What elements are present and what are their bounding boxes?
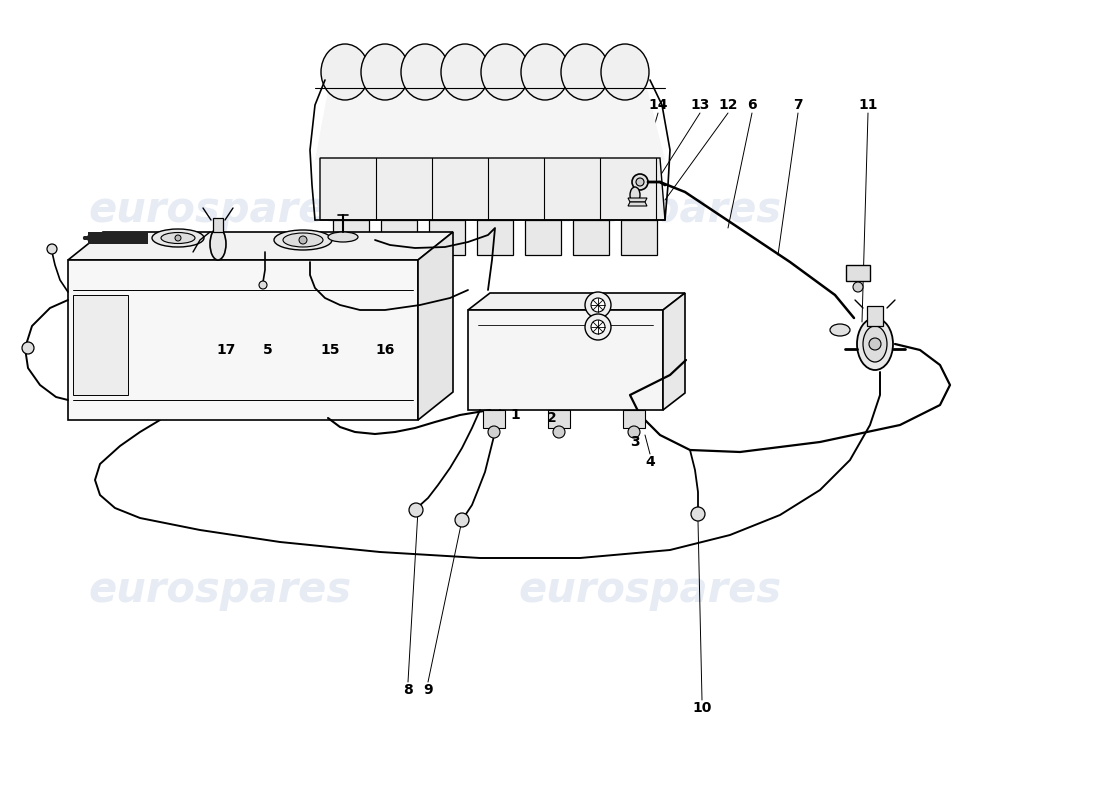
Polygon shape xyxy=(477,220,513,255)
Circle shape xyxy=(553,426,565,438)
Ellipse shape xyxy=(630,187,640,203)
Ellipse shape xyxy=(402,44,449,100)
Polygon shape xyxy=(315,80,666,160)
Text: 16: 16 xyxy=(375,343,395,357)
Polygon shape xyxy=(320,158,666,220)
Ellipse shape xyxy=(152,229,204,247)
Circle shape xyxy=(852,282,864,292)
Text: 17: 17 xyxy=(217,343,235,357)
Polygon shape xyxy=(623,410,645,428)
Circle shape xyxy=(175,235,182,241)
Text: 6: 6 xyxy=(747,98,757,112)
Bar xyxy=(867,306,883,326)
Bar xyxy=(213,218,223,232)
Ellipse shape xyxy=(161,233,195,243)
Polygon shape xyxy=(525,220,561,255)
Ellipse shape xyxy=(857,318,893,370)
Bar xyxy=(846,265,870,281)
Ellipse shape xyxy=(585,314,611,340)
Circle shape xyxy=(47,244,57,254)
Text: 10: 10 xyxy=(692,701,712,715)
Text: 3: 3 xyxy=(630,435,640,449)
Polygon shape xyxy=(333,220,369,255)
Text: 1: 1 xyxy=(510,408,520,422)
Polygon shape xyxy=(468,293,685,310)
Ellipse shape xyxy=(864,326,887,362)
Polygon shape xyxy=(418,232,453,420)
Circle shape xyxy=(632,174,648,190)
Circle shape xyxy=(691,507,705,521)
Ellipse shape xyxy=(521,44,569,100)
Ellipse shape xyxy=(210,228,225,260)
Ellipse shape xyxy=(361,44,409,100)
Text: 2: 2 xyxy=(547,411,557,425)
Bar xyxy=(73,295,128,395)
Text: 13: 13 xyxy=(691,98,710,112)
Ellipse shape xyxy=(321,44,368,100)
Ellipse shape xyxy=(591,320,605,334)
Text: 15: 15 xyxy=(320,343,340,357)
Polygon shape xyxy=(68,232,453,260)
Circle shape xyxy=(869,338,881,350)
Text: 7: 7 xyxy=(793,98,803,112)
Polygon shape xyxy=(628,198,647,202)
Polygon shape xyxy=(548,410,570,428)
Circle shape xyxy=(628,426,640,438)
Text: 11: 11 xyxy=(858,98,878,112)
Ellipse shape xyxy=(591,298,605,312)
Circle shape xyxy=(258,281,267,289)
Polygon shape xyxy=(483,410,505,428)
Text: 9: 9 xyxy=(424,683,432,697)
Polygon shape xyxy=(68,260,418,420)
Text: eurospares: eurospares xyxy=(88,189,352,231)
Text: 14: 14 xyxy=(648,98,668,112)
Text: 8: 8 xyxy=(403,683,412,697)
Polygon shape xyxy=(88,232,148,244)
Ellipse shape xyxy=(441,44,490,100)
Polygon shape xyxy=(621,220,657,255)
Ellipse shape xyxy=(601,44,649,100)
Ellipse shape xyxy=(585,292,611,318)
Ellipse shape xyxy=(283,233,323,247)
Polygon shape xyxy=(468,310,663,410)
Circle shape xyxy=(299,236,307,244)
Circle shape xyxy=(488,426,501,438)
Circle shape xyxy=(409,503,424,517)
Polygon shape xyxy=(381,220,417,255)
Circle shape xyxy=(22,342,34,354)
Polygon shape xyxy=(628,202,647,206)
Text: 12: 12 xyxy=(718,98,738,112)
Ellipse shape xyxy=(481,44,529,100)
Text: 4: 4 xyxy=(645,455,654,469)
Polygon shape xyxy=(573,220,609,255)
Text: 5: 5 xyxy=(263,343,273,357)
Polygon shape xyxy=(429,220,465,255)
Ellipse shape xyxy=(561,44,609,100)
Text: eurospares: eurospares xyxy=(518,569,782,611)
Ellipse shape xyxy=(830,324,850,336)
Polygon shape xyxy=(663,293,685,410)
Text: eurospares: eurospares xyxy=(88,569,352,611)
Ellipse shape xyxy=(274,230,332,250)
Circle shape xyxy=(636,178,644,186)
Circle shape xyxy=(455,513,469,527)
Text: eurospares: eurospares xyxy=(518,189,782,231)
Ellipse shape xyxy=(328,232,358,242)
